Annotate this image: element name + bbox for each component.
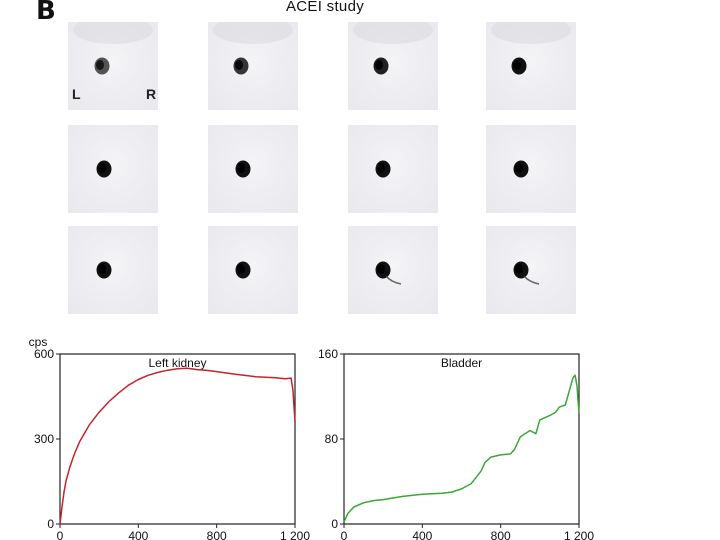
right-side-label: R xyxy=(146,86,157,102)
kidney-uptake-core xyxy=(237,163,245,173)
left-kidney-y-tick-label: 600 xyxy=(34,347,54,361)
scan-frame-image xyxy=(375,160,391,178)
left-kidney-y-axis-label: cps xyxy=(29,335,48,349)
panel-letter: B xyxy=(36,0,56,26)
kidney-uptake-core xyxy=(237,264,245,274)
scan-frame-image xyxy=(513,261,540,285)
left-kidney-x-tick-label: 400 xyxy=(128,529,148,540)
bladder-y-tick-label: 80 xyxy=(325,432,339,446)
study-title: ACEI study xyxy=(285,0,365,15)
body-outline xyxy=(73,22,153,44)
body-outline xyxy=(491,22,571,44)
scan-frame xyxy=(486,125,576,213)
scan-frame-image xyxy=(235,160,251,178)
scan-frame xyxy=(348,22,438,110)
scan-frame xyxy=(348,226,438,314)
bladder-x-tick-label: 0 xyxy=(341,529,348,540)
scan-frame-image xyxy=(96,160,112,178)
kidney-uptake-core xyxy=(98,264,106,274)
scan-frame xyxy=(68,226,158,314)
scan-frame xyxy=(486,226,576,314)
bladder-series-line xyxy=(343,374,580,523)
left-kidney-y-tick-label: 0 xyxy=(47,517,54,531)
ureter-activity xyxy=(523,275,540,285)
kidney-uptake-core xyxy=(235,60,243,70)
scan-frame xyxy=(68,125,158,213)
kidney-uptake-core xyxy=(96,60,104,70)
scintigraphy-frame-grid xyxy=(68,22,576,314)
bladder-y-tick-label: 160 xyxy=(318,347,338,361)
left-kidney-x-tick-label: 800 xyxy=(207,529,227,540)
kidney-uptake-core xyxy=(513,60,521,70)
kidney-uptake-core xyxy=(98,163,106,173)
kidney-uptake-core xyxy=(515,264,523,274)
scan-frame-image xyxy=(73,22,153,75)
scan-frame xyxy=(486,22,576,110)
scan-frame-image xyxy=(491,22,571,75)
scan-frame-image xyxy=(353,22,433,75)
bladder-y-tick-label: 0 xyxy=(331,517,338,531)
scan-frame xyxy=(208,22,298,110)
scan-frame xyxy=(348,125,438,213)
left-kidney-series-line xyxy=(59,367,296,525)
body-outline xyxy=(213,22,293,44)
left-kidney-y-tick-label: 300 xyxy=(34,432,54,446)
scan-frame-image xyxy=(513,160,529,178)
bladder-x-tick-label: 400 xyxy=(412,529,432,540)
left-side-label: L xyxy=(72,86,81,102)
scan-frame-image xyxy=(213,22,293,75)
scan-frame-image xyxy=(375,261,402,285)
scan-frame-image xyxy=(235,261,251,279)
scan-frame-image xyxy=(96,261,112,279)
left-kidney-x-tick-label: 0 xyxy=(57,529,64,540)
left-kidney-renogram-chart: Left kidney 0 300 600 0 400 800 1 200 cps xyxy=(29,335,310,540)
bladder-chart-title: Bladder xyxy=(441,356,482,370)
body-outline xyxy=(353,22,433,44)
scan-frame xyxy=(68,22,158,110)
left-kidney-chart-title: Left kidney xyxy=(148,356,206,370)
bladder-plot-frame xyxy=(343,353,580,525)
bladder-curve-chart: Bladder 0 80 160 0 400 800 1 200 xyxy=(318,347,594,540)
scan-frame xyxy=(208,226,298,314)
left-kidney-plot-frame xyxy=(59,353,296,525)
kidney-uptake-core xyxy=(515,163,523,173)
kidney-uptake-core xyxy=(375,60,383,70)
left-kidney-x-tick-label: 1 200 xyxy=(280,529,310,540)
bladder-x-tick-label: 1 200 xyxy=(564,529,594,540)
kidney-uptake-core xyxy=(377,163,385,173)
bladder-x-tick-label: 800 xyxy=(491,529,511,540)
scan-frame xyxy=(208,125,298,213)
kidney-uptake-core xyxy=(377,264,385,274)
ureter-activity xyxy=(385,275,402,285)
